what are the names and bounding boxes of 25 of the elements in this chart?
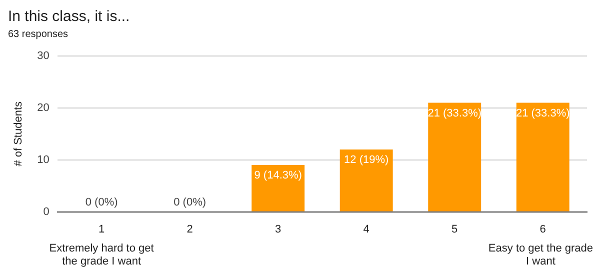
x-tick-label: 1 [98, 223, 105, 236]
chart-title: In this class, it is... [8, 8, 130, 26]
data-label: 21 (33.3%) [516, 107, 570, 120]
y-axis-title: # of Students [12, 100, 25, 166]
x-tick-label: 6 [540, 223, 546, 236]
y-tick-label: 30 [37, 50, 50, 62]
data-label: 9 (14.3%) [254, 170, 302, 182]
chart-subtitle: 63 responses [8, 28, 68, 40]
bar [340, 149, 393, 212]
y-tick-label: 0 [43, 206, 50, 218]
x-tick-label: 4 [363, 223, 370, 236]
bar [516, 102, 570, 212]
x-tick-label: 2 [186, 223, 193, 236]
bar [428, 102, 482, 212]
y-tick-label: 10 [37, 154, 50, 166]
data-label: 21 (33.3%) [428, 107, 482, 120]
x-tick-label: 5 [452, 223, 458, 236]
y-tick-label: 20 [37, 102, 50, 114]
data-label: 0 (0%) [85, 196, 118, 208]
x-tick-label: 3 [275, 223, 282, 236]
data-label: 0 (0%) [174, 196, 206, 208]
text: Easy to get the grade I want [488, 242, 594, 268]
text: Extremely hard to get the grade I want [49, 242, 154, 268]
data-label: 12 (19%) [344, 154, 389, 166]
bar [252, 165, 305, 212]
